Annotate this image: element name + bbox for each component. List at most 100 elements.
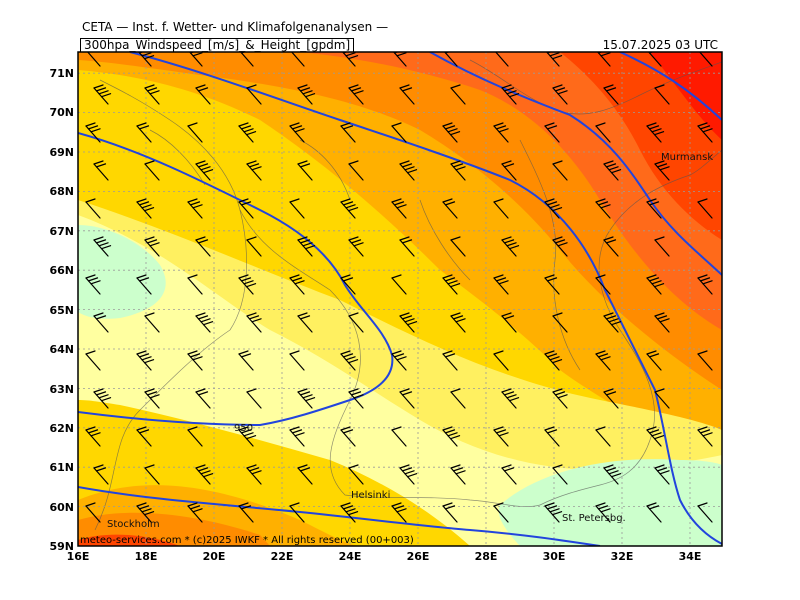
lon-label: 22E	[271, 550, 294, 563]
wind-barb	[195, 84, 211, 105]
speed-band	[78, 200, 722, 546]
wind-barb	[246, 464, 262, 485]
lat-label: 66N	[49, 264, 74, 277]
wind-barb	[136, 502, 155, 523]
wind-barb	[654, 84, 670, 105]
wind-barb	[238, 502, 254, 523]
wind-barb	[450, 236, 466, 257]
wind-barb	[238, 122, 257, 143]
valid-time: 15.07.2025 03 UTC	[602, 38, 718, 52]
wind-barb	[552, 464, 568, 485]
wind-barb	[603, 464, 622, 485]
lon-label: 26E	[407, 550, 430, 563]
wind-barb	[646, 502, 662, 523]
wind-barb	[442, 122, 461, 143]
wind-barb	[187, 350, 203, 371]
city-st-petersburg: St. Petersbg.	[562, 513, 626, 524]
wind-barb	[442, 350, 458, 371]
wind-barb	[144, 388, 160, 409]
wind-barb	[493, 426, 509, 447]
wind-barb	[391, 122, 407, 143]
wind-barbs	[85, 52, 713, 523]
wind-barb	[297, 388, 316, 409]
windspeed-fill	[78, 52, 722, 546]
wind-barb	[493, 274, 509, 295]
wind-barb	[297, 160, 313, 181]
wind-barb	[340, 502, 359, 523]
wind-barb	[144, 160, 160, 181]
wind-barb	[85, 426, 101, 447]
wind-barb	[391, 426, 407, 447]
speed-band	[560, 52, 722, 240]
height-contours	[78, 52, 722, 546]
lat-label: 62N	[49, 422, 74, 435]
lon-label: 28E	[475, 550, 498, 563]
lon-label: 20E	[203, 550, 226, 563]
city-stockholm: Stockholm	[107, 519, 160, 530]
wind-barb	[289, 198, 305, 219]
lat-label: 60N	[49, 501, 74, 514]
lat-label: 59N	[49, 540, 74, 553]
speed-band	[300, 52, 722, 330]
wind-barb	[187, 122, 203, 143]
wind-barb	[595, 502, 611, 523]
wind-barb	[297, 312, 313, 333]
wind-barb	[348, 84, 364, 105]
wind-barb	[646, 198, 662, 219]
contour-label: 950	[234, 423, 253, 434]
model-title: CETA — Inst. f. Wetter- und Klimafolgena…	[82, 20, 389, 34]
wind-barb	[391, 502, 407, 523]
wind-barb	[442, 502, 458, 523]
wind-barb	[144, 464, 160, 485]
wind-barb	[85, 502, 101, 523]
wind-barb	[93, 312, 109, 333]
wind-barb	[654, 312, 670, 333]
wind-barb	[348, 464, 364, 485]
wind-barb	[552, 84, 568, 105]
height-contour	[429, 52, 722, 276]
wind-barb	[348, 388, 364, 409]
wind-barb	[289, 350, 305, 371]
lat-label: 61N	[49, 461, 74, 474]
wind-barb	[187, 198, 203, 219]
wind-barb	[603, 160, 622, 181]
wind-barb	[195, 236, 211, 257]
field-label: 300hpa_Windspeed_[m/s]_&_Height_[gpdm]	[80, 38, 355, 53]
height-contour	[129, 52, 722, 545]
wind-barb	[391, 198, 407, 219]
lat-label: 69N	[49, 146, 74, 159]
wind-barb	[297, 464, 313, 485]
wind-barb	[697, 198, 713, 219]
wind-barb	[187, 426, 203, 447]
wind-barb	[246, 160, 262, 181]
wind-barb	[493, 198, 509, 219]
wind-barb	[603, 84, 619, 105]
wind-barb	[501, 464, 517, 485]
wind-barb	[654, 236, 670, 257]
wind-barb	[289, 502, 305, 523]
wind-barb	[544, 198, 563, 219]
wind-barb	[544, 122, 560, 143]
city-murmansk: Murmansk	[661, 152, 713, 163]
wind-barb	[450, 160, 466, 181]
wind-barb	[493, 502, 509, 523]
wind-barb	[552, 236, 568, 257]
wind-barb	[697, 122, 713, 143]
wind-barb	[289, 274, 305, 295]
wind-barb	[93, 388, 112, 409]
wind-barb	[195, 312, 214, 333]
wind-barb	[654, 388, 670, 409]
wind-barb	[450, 84, 466, 105]
latitude-labels: 59N 60N 61N 62N 63N 64N 65N 66N 67N 68N …	[49, 67, 74, 553]
wind-barb	[238, 350, 254, 371]
wind-barb	[595, 274, 611, 295]
wind-barb	[340, 198, 359, 219]
wind-barb	[442, 274, 461, 295]
height-contour	[619, 52, 722, 121]
wind-barb	[136, 198, 155, 219]
lon-label: 18E	[135, 550, 158, 563]
height-contour	[78, 486, 601, 546]
wind-barb	[603, 312, 622, 333]
wind-barb	[544, 274, 560, 295]
wind-barb	[450, 312, 466, 333]
